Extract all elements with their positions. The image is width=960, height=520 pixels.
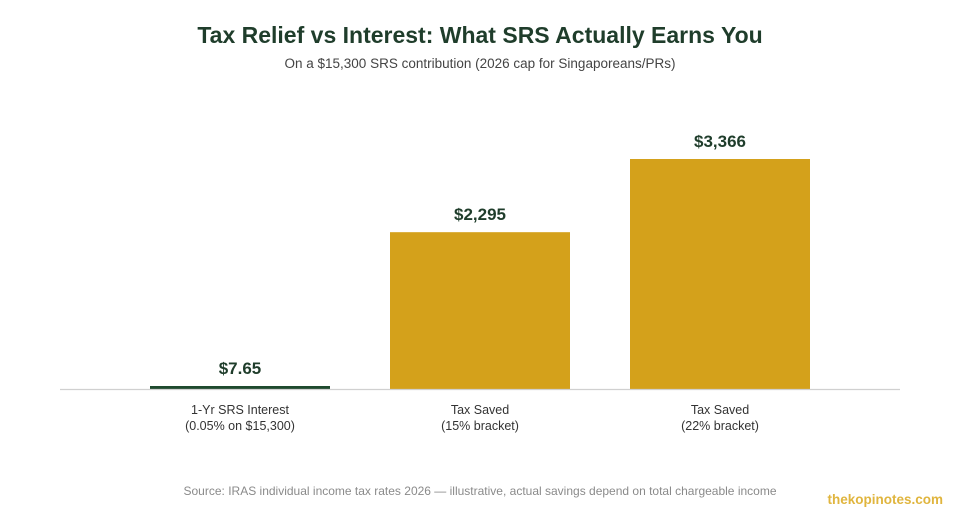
category-label-0-line-0: 1-Yr SRS Interest: [191, 403, 289, 417]
category-label-0-line-1: (0.05% on $15,300): [185, 419, 295, 433]
category-label-2-line-1: (22% bracket): [681, 419, 759, 433]
data-label-1: $2,295: [454, 205, 506, 224]
bar-0: [150, 386, 330, 389]
category-label-1-line-0: Tax Saved: [451, 403, 509, 417]
category-label-2-line-0: Tax Saved: [691, 403, 749, 417]
source-note: Source: IRAS individual income tax rates…: [183, 484, 777, 498]
bar-2: [630, 159, 810, 389]
data-label-2: $3,366: [694, 132, 746, 151]
chart-title: Tax Relief vs Interest: What SRS Actuall…: [197, 22, 763, 48]
data-label-0: $7.65: [219, 359, 262, 378]
bar-1: [390, 232, 570, 389]
chart-subtitle: On a $15,300 SRS contribution (2026 cap …: [284, 56, 676, 71]
category-label-1-line-1: (15% bracket): [441, 419, 519, 433]
brand-watermark: thekopinotes.com: [827, 492, 943, 507]
